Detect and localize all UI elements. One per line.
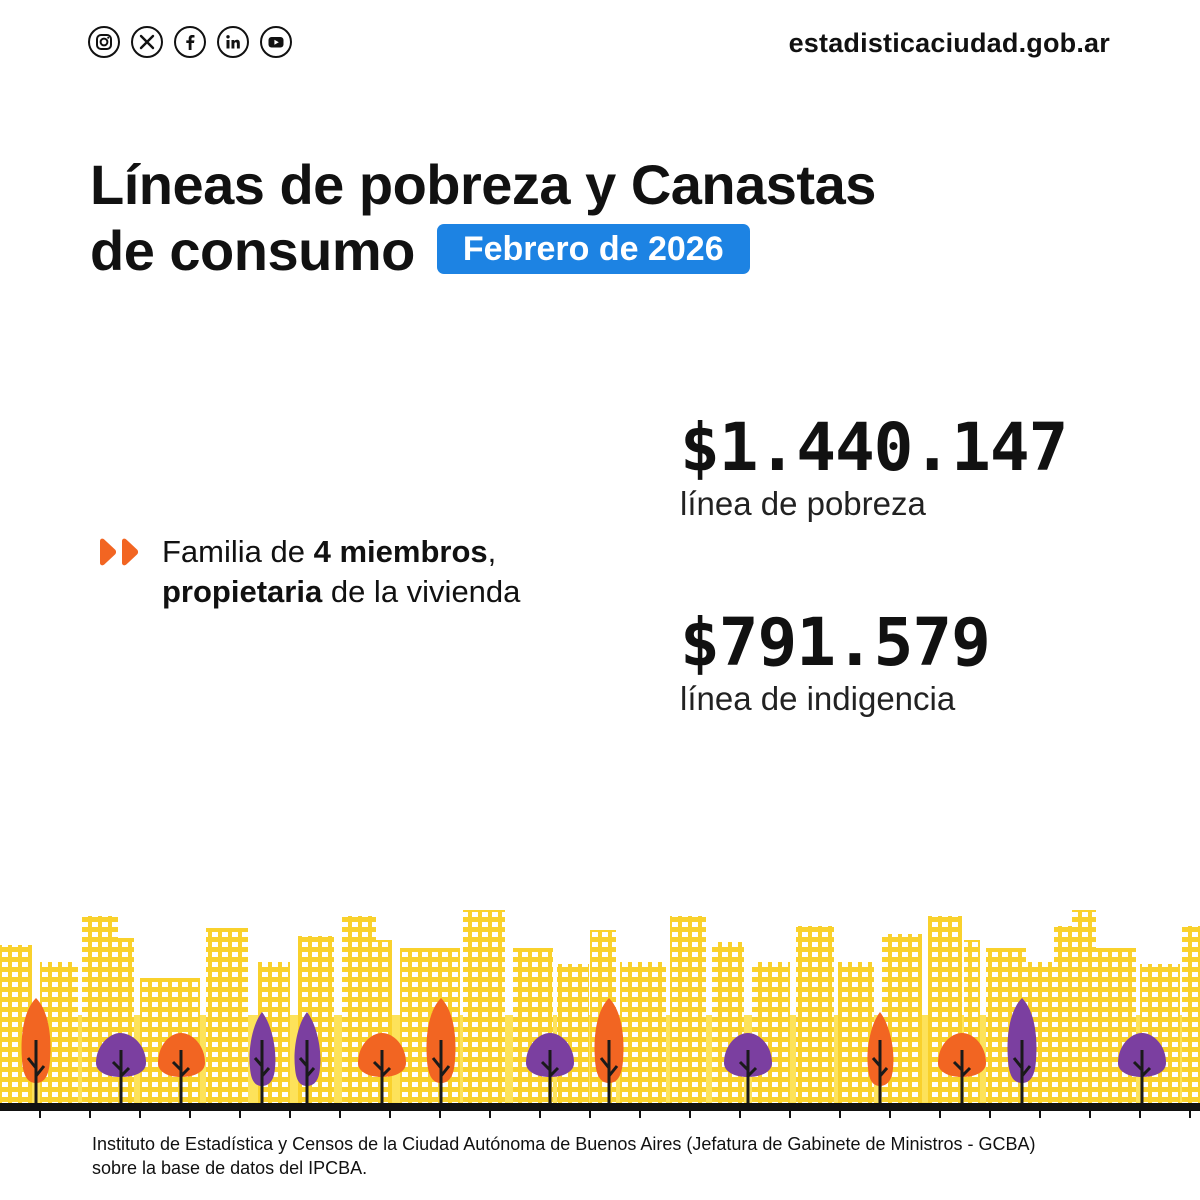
indigence-line-value: $791.579 <box>680 604 991 681</box>
family-comma: , <box>487 534 497 569</box>
family-housing: de la vivienda <box>322 574 521 609</box>
site-url-link[interactable]: estadisticaciudad.gob.ar <box>788 28 1110 58</box>
tree-purple-7 <box>1118 1033 1166 1105</box>
family-text: Familia de 4 miembros, propietaria de la… <box>162 532 520 612</box>
tree-orange-2 <box>158 1033 205 1105</box>
tree-purple-1 <box>96 1033 146 1105</box>
indigence-line-stat: $791.579 línea de indigencia <box>680 604 991 720</box>
tree-purple-4 <box>526 1033 574 1105</box>
linkedin-icon[interactable] <box>217 26 249 58</box>
title-line-2: de consumo <box>90 219 415 282</box>
poverty-line-label: línea de pobreza <box>680 485 926 522</box>
source-line-2: sobre la base de datos del IPCBA. <box>92 1158 368 1178</box>
date-badge: Febrero de 2026 <box>436 224 750 274</box>
tree-orange-3 <box>358 1033 406 1105</box>
family-ownership: propietaria <box>162 574 323 609</box>
family-text-line-1: Familia de 4 miembros, <box>162 532 520 572</box>
tree-purple-6 <box>1007 998 1037 1105</box>
instagram-icon[interactable] <box>88 26 120 58</box>
tree-purple-3 <box>294 1012 321 1105</box>
indigence-line-label: línea de indigencia <box>680 680 956 717</box>
source-line-1: Instituto de Estadística y Censos de la … <box>92 1134 1036 1154</box>
social-links <box>88 26 292 58</box>
poverty-line-stat: $1.440.147 línea de pobreza <box>680 409 1068 525</box>
page-title: Líneas de pobreza y Canastas de consumo F… <box>90 152 876 284</box>
family-members: 4 miembros <box>313 534 488 569</box>
double-arrow-icon <box>100 538 139 566</box>
tree-purple-2 <box>249 1012 276 1105</box>
x-icon[interactable] <box>131 26 163 58</box>
source-footer: Instituto de Estadística y Censos de la … <box>92 1132 1132 1180</box>
tree-orange-6 <box>867 1012 894 1105</box>
title-line-2-wrap: de consumo Febrero de 2026 <box>90 218 876 284</box>
poverty-line-value: $1.440.147 <box>680 409 1068 486</box>
family-text-line-2: propietaria de la vivienda <box>162 572 520 612</box>
city-skyline-illustration <box>0 910 1200 1118</box>
tree-orange-1 <box>21 998 51 1105</box>
tree-orange-5 <box>594 998 624 1105</box>
tree-purple-5 <box>724 1033 772 1105</box>
youtube-icon[interactable] <box>260 26 292 58</box>
tree-orange-7 <box>938 1033 986 1105</box>
tree-orange-4 <box>426 998 456 1105</box>
family-text-prefix: Familia de <box>162 534 314 569</box>
title-line-1: Líneas de pobreza y Canastas <box>90 153 876 216</box>
facebook-icon[interactable] <box>174 26 206 58</box>
family-description: Familia de 4 miembros, propietaria de la… <box>98 532 520 612</box>
